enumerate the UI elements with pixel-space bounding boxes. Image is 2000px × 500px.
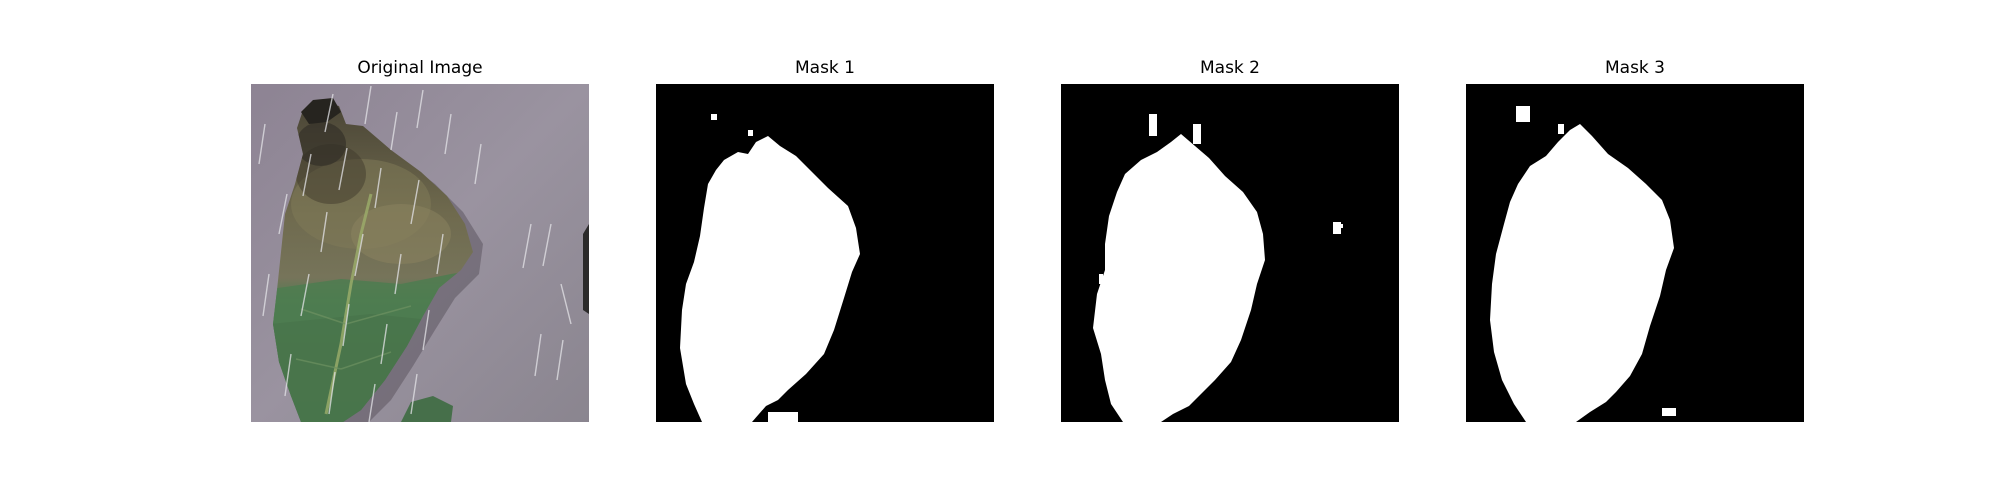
mask-1-image bbox=[656, 84, 994, 422]
original-leaf-image bbox=[251, 84, 589, 422]
mask-3-image bbox=[1466, 84, 1804, 422]
mask-region bbox=[680, 136, 860, 422]
rain-streaks bbox=[258, 85, 572, 422]
panel-title: Original Image bbox=[357, 58, 483, 78]
original-image-panel: Original Image bbox=[251, 0, 589, 440]
mask-2-image bbox=[1061, 84, 1399, 422]
mask-region bbox=[1093, 134, 1265, 422]
mask-2-panel: Mask 2 bbox=[1061, 0, 1399, 440]
panel-title: Mask 3 bbox=[1604, 58, 1665, 78]
mask-1-panel: Mask 1 bbox=[656, 0, 994, 440]
mask-region bbox=[1490, 124, 1674, 422]
panel-title: Mask 1 bbox=[794, 58, 855, 78]
mask-3-panel: Mask 3 bbox=[1466, 0, 1804, 440]
panel-title: Mask 2 bbox=[1199, 58, 1260, 78]
